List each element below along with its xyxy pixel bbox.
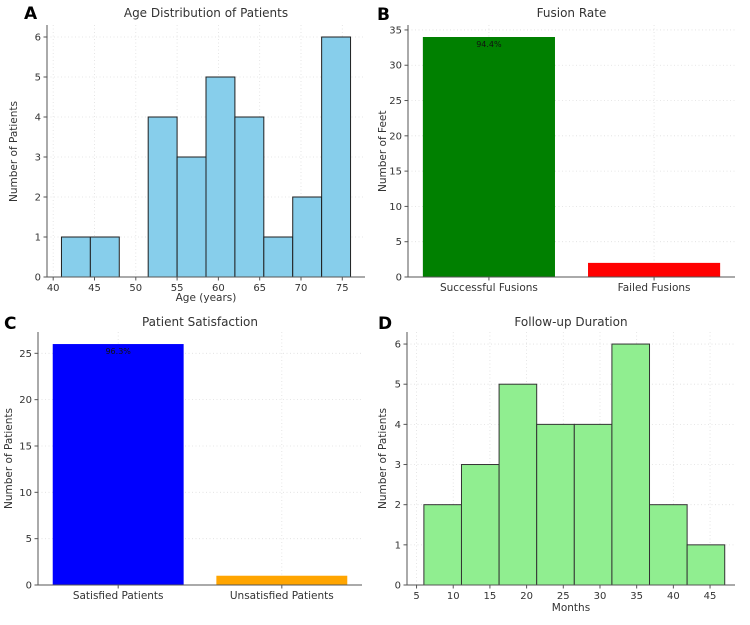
chart-title-d: Follow-up Duration	[514, 315, 628, 329]
svg-text:65: 65	[253, 283, 266, 294]
svg-text:25: 25	[557, 591, 570, 602]
svg-text:3: 3	[35, 153, 41, 164]
svg-text:20: 20	[19, 395, 32, 406]
svg-text:40: 40	[667, 591, 680, 602]
svg-text:20: 20	[520, 591, 533, 602]
svg-text:15: 15	[19, 441, 32, 452]
svg-text:25: 25	[19, 349, 32, 360]
svg-text:Failed Fusions: Failed Fusions	[618, 282, 691, 294]
svg-text:55: 55	[171, 283, 184, 294]
y-axis-label-b: Number of Feet	[377, 110, 389, 192]
svg-text:5: 5	[395, 380, 401, 391]
panel-b: B Fusion Rate Number of Feet 0 5 10 15 20 25 3…	[375, 0, 750, 312]
panel-label-c: C	[4, 314, 17, 334]
svg-text:35: 35	[389, 25, 402, 36]
svg-text:3: 3	[395, 460, 401, 471]
svg-text:10: 10	[447, 591, 460, 602]
svg-text:15: 15	[389, 167, 402, 178]
svg-text:5: 5	[396, 237, 402, 248]
svg-text:25: 25	[389, 96, 402, 107]
svg-text:60: 60	[212, 283, 225, 294]
svg-text:6: 6	[35, 33, 41, 44]
x-axis-label-d: Months	[551, 602, 591, 614]
panel-label-d: D	[378, 314, 393, 334]
svg-text:75: 75	[336, 283, 349, 294]
svg-text:2: 2	[35, 193, 41, 204]
svg-text:10: 10	[19, 488, 32, 499]
svg-text:30: 30	[389, 61, 402, 72]
svg-text:0: 0	[395, 581, 401, 592]
svg-text:0: 0	[35, 273, 41, 284]
chart-title-a: Age Distribution of Patients	[123, 6, 289, 20]
svg-text:45: 45	[88, 283, 101, 294]
panel-label-a: A	[24, 4, 38, 24]
svg-text:Successful Fusions: Successful Fusions	[440, 282, 538, 294]
y-axis-label-a: Number of Patients	[8, 100, 20, 202]
svg-text:4: 4	[395, 420, 401, 431]
svg-text:0: 0	[396, 273, 402, 284]
svg-text:50: 50	[129, 283, 142, 294]
y-axis-label-d: Number of Patients	[377, 408, 389, 510]
svg-text:5: 5	[35, 73, 41, 84]
fusion-rate-chart: 0 5 10 15 20 25 30 35 Successful Fusions Failed F…	[389, 25, 735, 294]
svg-text:4: 4	[35, 113, 41, 124]
svg-text:1: 1	[35, 233, 41, 244]
svg-text:2: 2	[395, 500, 401, 511]
x-axis-label-a: Age (years)	[175, 292, 237, 304]
svg-text:20: 20	[389, 131, 402, 142]
panel-d: D Follow-up Duration Number of Patients …	[375, 312, 750, 625]
svg-text:40: 40	[47, 283, 60, 294]
svg-text:Satisfied Patients: Satisfied Patients	[73, 590, 164, 602]
svg-text:96.3%: 96.3%	[105, 347, 131, 356]
svg-text:Unsatisfied Patients: Unsatisfied Patients	[230, 590, 334, 602]
svg-text:94.4%: 94.4%	[476, 40, 502, 49]
panel-label-b: B	[377, 5, 390, 25]
svg-text:35: 35	[630, 591, 643, 602]
svg-text:15: 15	[484, 591, 497, 602]
svg-text:6: 6	[395, 340, 401, 351]
patient-satisfaction-chart: 0 5 10 15 20 25 Satisfied Patients Unsatisfied …	[19, 332, 362, 602]
svg-text:10: 10	[389, 202, 402, 213]
svg-text:0: 0	[26, 581, 32, 592]
svg-text:70: 70	[295, 283, 308, 294]
panel-c: C Patient Satisfaction Number of Patient…	[0, 312, 375, 625]
chart-title-c: Patient Satisfaction	[141, 315, 259, 329]
svg-text:1: 1	[395, 540, 401, 551]
y-axis-label-c: Number of Patients	[3, 408, 15, 510]
svg-text:5: 5	[26, 534, 32, 545]
panel-a: A Age Distribution of Patients Number of…	[0, 0, 375, 312]
svg-text:30: 30	[594, 591, 607, 602]
svg-text:5: 5	[413, 591, 419, 602]
chart-title-b: Fusion Rate	[536, 6, 607, 20]
svg-text:45: 45	[704, 591, 717, 602]
